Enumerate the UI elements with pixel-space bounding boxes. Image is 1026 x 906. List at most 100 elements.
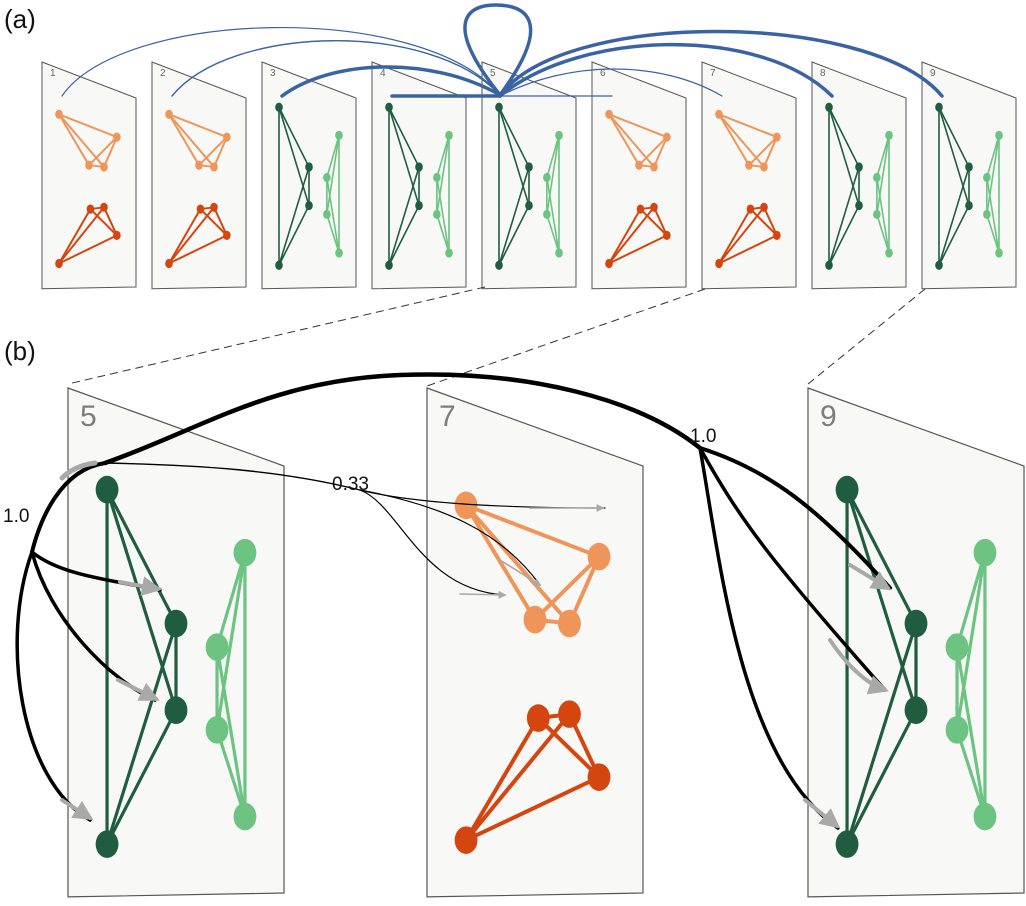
orange-dark-cluster-node	[100, 202, 108, 212]
green-light-cluster-edge	[876, 213, 890, 254]
orange-light-cluster-node	[523, 605, 547, 634]
arc-2-to-5	[171, 40, 501, 97]
strip-layer-number-6: 6	[600, 68, 606, 79]
orange-dark-cluster-edge	[717, 206, 766, 265]
orange-light-cluster-edge	[88, 136, 118, 167]
green-dark-cluster-node	[855, 162, 863, 172]
orange-light-cluster-edge	[748, 136, 778, 167]
orange-light-cluster-edge	[57, 113, 118, 139]
arc-5-self-loop	[463, 3, 533, 97]
orange-light-cluster	[605, 109, 671, 172]
weight-label-5-to-7: 0.33	[332, 474, 369, 495]
arc-5-to-9	[498, 29, 944, 98]
green-dark-cluster-edge	[278, 166, 310, 267]
green-light-cluster	[323, 130, 343, 258]
zoom-layer-number-7: 7	[439, 400, 456, 433]
orange-light-cluster	[165, 109, 231, 172]
orange-dark-cluster-node	[746, 204, 755, 214]
green-dark-cluster-node	[305, 200, 313, 211]
green-dark-cluster-node	[164, 696, 188, 724]
green-light-cluster-node	[335, 248, 343, 258]
green-light-cluster-edge	[955, 551, 987, 732]
green-light-cluster-node	[233, 802, 257, 831]
green-dark-cluster-node	[904, 609, 928, 638]
orange-dark-cluster-node	[760, 202, 768, 212]
orange-light-cluster-edge	[717, 113, 750, 167]
orange-light-cluster-edge	[533, 554, 602, 622]
orange-dark-cluster-edge	[653, 206, 668, 237]
green-dark-cluster-edge	[845, 488, 918, 626]
orange-dark-cluster-edge	[464, 716, 541, 843]
green-dark-cluster-node	[385, 260, 393, 270]
orange-dark-cluster-node	[196, 204, 205, 214]
green-dark-cluster-edge	[845, 488, 918, 712]
green-dark-cluster-edge	[938, 106, 970, 168]
green-dark-cluster-edge	[938, 166, 970, 267]
orange-dark-cluster-node	[223, 230, 231, 240]
green-dark-cluster-edge	[498, 106, 530, 168]
green-light-cluster-node	[945, 633, 969, 661]
green-light-cluster-edge	[326, 134, 340, 216]
green-light-cluster	[205, 538, 257, 831]
green-dark-cluster-node	[835, 475, 859, 504]
green-light-cluster-edge	[215, 645, 247, 819]
orange-light-cluster-node	[223, 132, 231, 142]
orange-dark-cluster-edge	[536, 716, 602, 780]
panel-a-layer-strip: 1 2 3 4 5 6 7 8 9	[41, 61, 1017, 290]
green-dark-cluster	[275, 102, 313, 270]
green-light-cluster-node	[555, 248, 563, 258]
strip-layer-number-8: 8	[820, 68, 826, 79]
green-light-cluster-edge	[436, 176, 450, 254]
green-dark-cluster-edge	[105, 488, 178, 712]
green-light-cluster-edge	[986, 176, 1000, 254]
orange-light-cluster-node	[195, 160, 203, 170]
orange-light-cluster-edge	[763, 136, 778, 168]
green-dark-cluster-edge	[388, 106, 420, 207]
orange-light-cluster-node	[760, 162, 768, 172]
green-dark-cluster-node	[95, 830, 119, 858]
green-dark-cluster-edge	[938, 204, 970, 267]
green-dark-cluster	[825, 102, 863, 270]
orange-light-cluster-node	[650, 162, 658, 172]
green-light-cluster-node	[995, 248, 1003, 258]
panel-b-arrow-tips	[59, 460, 892, 829]
orange-dark-cluster-edge	[57, 206, 106, 265]
green-dark-cluster-edge	[828, 166, 860, 267]
orange-light-cluster-node	[165, 109, 173, 119]
orange-dark-cluster-edge	[199, 208, 228, 237]
green-light-cluster-node	[885, 130, 893, 140]
green-dark-cluster	[835, 475, 928, 858]
green-dark-cluster-edge	[388, 106, 420, 168]
strip-layer-5: 5	[481, 61, 577, 290]
green-dark-cluster-edge	[845, 708, 918, 846]
orange-light-cluster	[454, 491, 611, 638]
green-dark-cluster-node	[525, 200, 533, 211]
green-dark-cluster-node	[95, 475, 119, 504]
green-light-cluster-edge	[955, 645, 987, 819]
orange-dark-cluster-edge	[763, 206, 778, 237]
green-dark-cluster-edge	[845, 621, 918, 846]
green-dark-cluster	[95, 475, 188, 858]
green-dark-cluster-edge	[498, 106, 530, 207]
strip-layer-6: 6	[591, 61, 687, 290]
green-light-cluster-node	[983, 209, 991, 219]
orange-dark-cluster-edge	[749, 208, 778, 237]
orange-dark-cluster-edge	[607, 206, 656, 265]
green-light-cluster-edge	[546, 176, 560, 254]
zoom-layer-number-9: 9	[820, 400, 837, 433]
orange-light-cluster-node	[745, 160, 753, 170]
orange-dark-cluster-edge	[167, 206, 216, 265]
green-light-cluster-edge	[986, 134, 1000, 216]
green-light-cluster-node	[995, 130, 1003, 140]
zoom-layer-9: 9	[807, 387, 1025, 898]
green-light-cluster-node	[335, 130, 343, 140]
orange-dark-cluster-edge	[717, 208, 752, 265]
orange-dark-cluster-edge	[57, 234, 118, 265]
edge-5-to-9-trunk	[102, 372, 703, 466]
green-dark-cluster-node	[495, 102, 503, 112]
green-light-cluster-node	[555, 130, 563, 140]
panel-b-interlayer-edges	[15, 372, 892, 830]
green-dark-cluster-edge	[105, 488, 178, 626]
green-dark-cluster-edge	[105, 708, 178, 846]
green-light-cluster	[945, 538, 997, 831]
